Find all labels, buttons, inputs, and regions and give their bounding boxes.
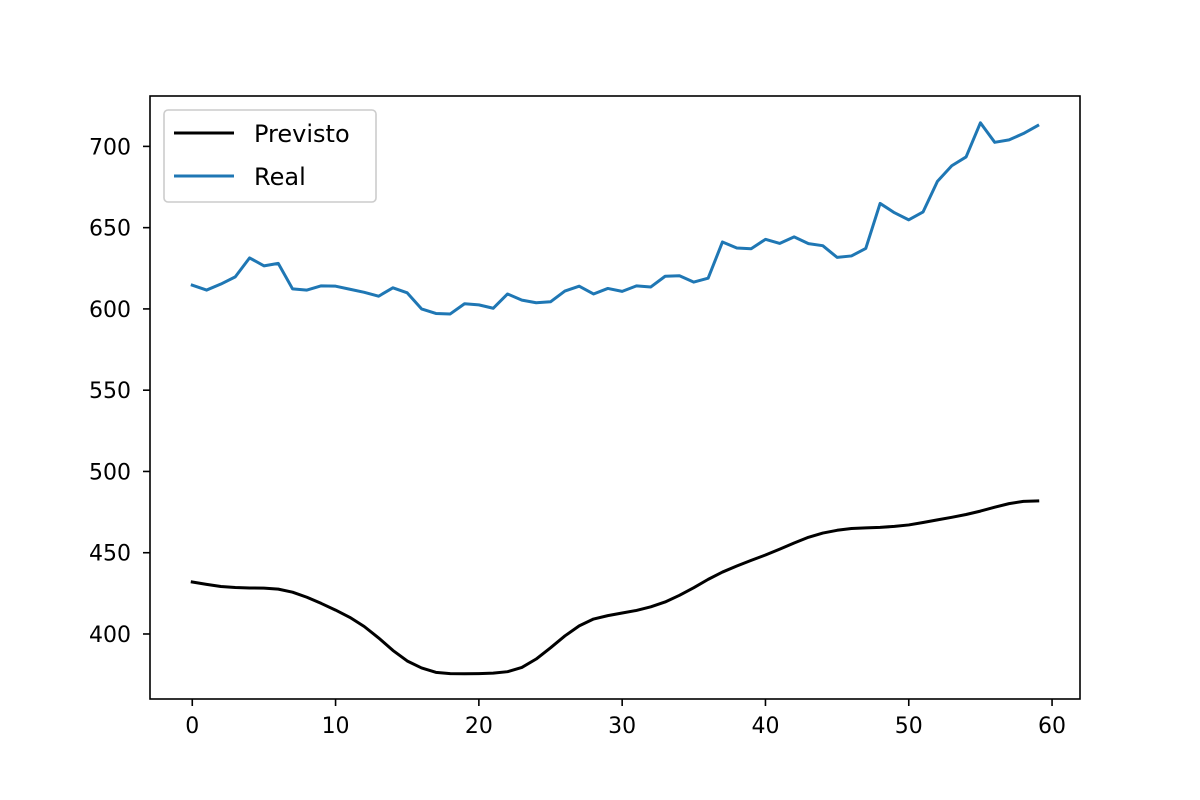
y-tick-label: 500 bbox=[89, 460, 131, 485]
series-line-previsto bbox=[190, 499, 1040, 676]
plot-frame bbox=[149, 95, 1081, 700]
x-tick-label: 10 bbox=[322, 714, 350, 739]
x-tick-label: 60 bbox=[1038, 714, 1066, 739]
x-tick-label: 30 bbox=[608, 714, 636, 739]
x-tick-label: 0 bbox=[185, 714, 199, 739]
x-tick-label: 40 bbox=[751, 714, 779, 739]
x-axis-ticks: 0 10 20 30 40 50 60 bbox=[185, 699, 1066, 739]
y-tick-label: 450 bbox=[89, 542, 131, 567]
legend: Previsto Real bbox=[163, 109, 377, 203]
y-tick-label: 600 bbox=[89, 298, 131, 323]
y-tick-label: 400 bbox=[89, 623, 131, 648]
y-tick-label: 700 bbox=[89, 135, 131, 160]
legend-label-previsto: Previsto bbox=[254, 120, 350, 148]
x-tick-label: 50 bbox=[895, 714, 923, 739]
plot-area bbox=[190, 121, 1040, 676]
legend-label-real: Real bbox=[254, 163, 306, 191]
y-axis-ticks: 400 450 500 550 600 650 700 bbox=[89, 135, 150, 648]
x-tick-label: 20 bbox=[465, 714, 493, 739]
y-tick-label: 650 bbox=[89, 217, 131, 242]
series-line-real bbox=[190, 121, 1040, 316]
y-tick-label: 550 bbox=[89, 379, 131, 404]
